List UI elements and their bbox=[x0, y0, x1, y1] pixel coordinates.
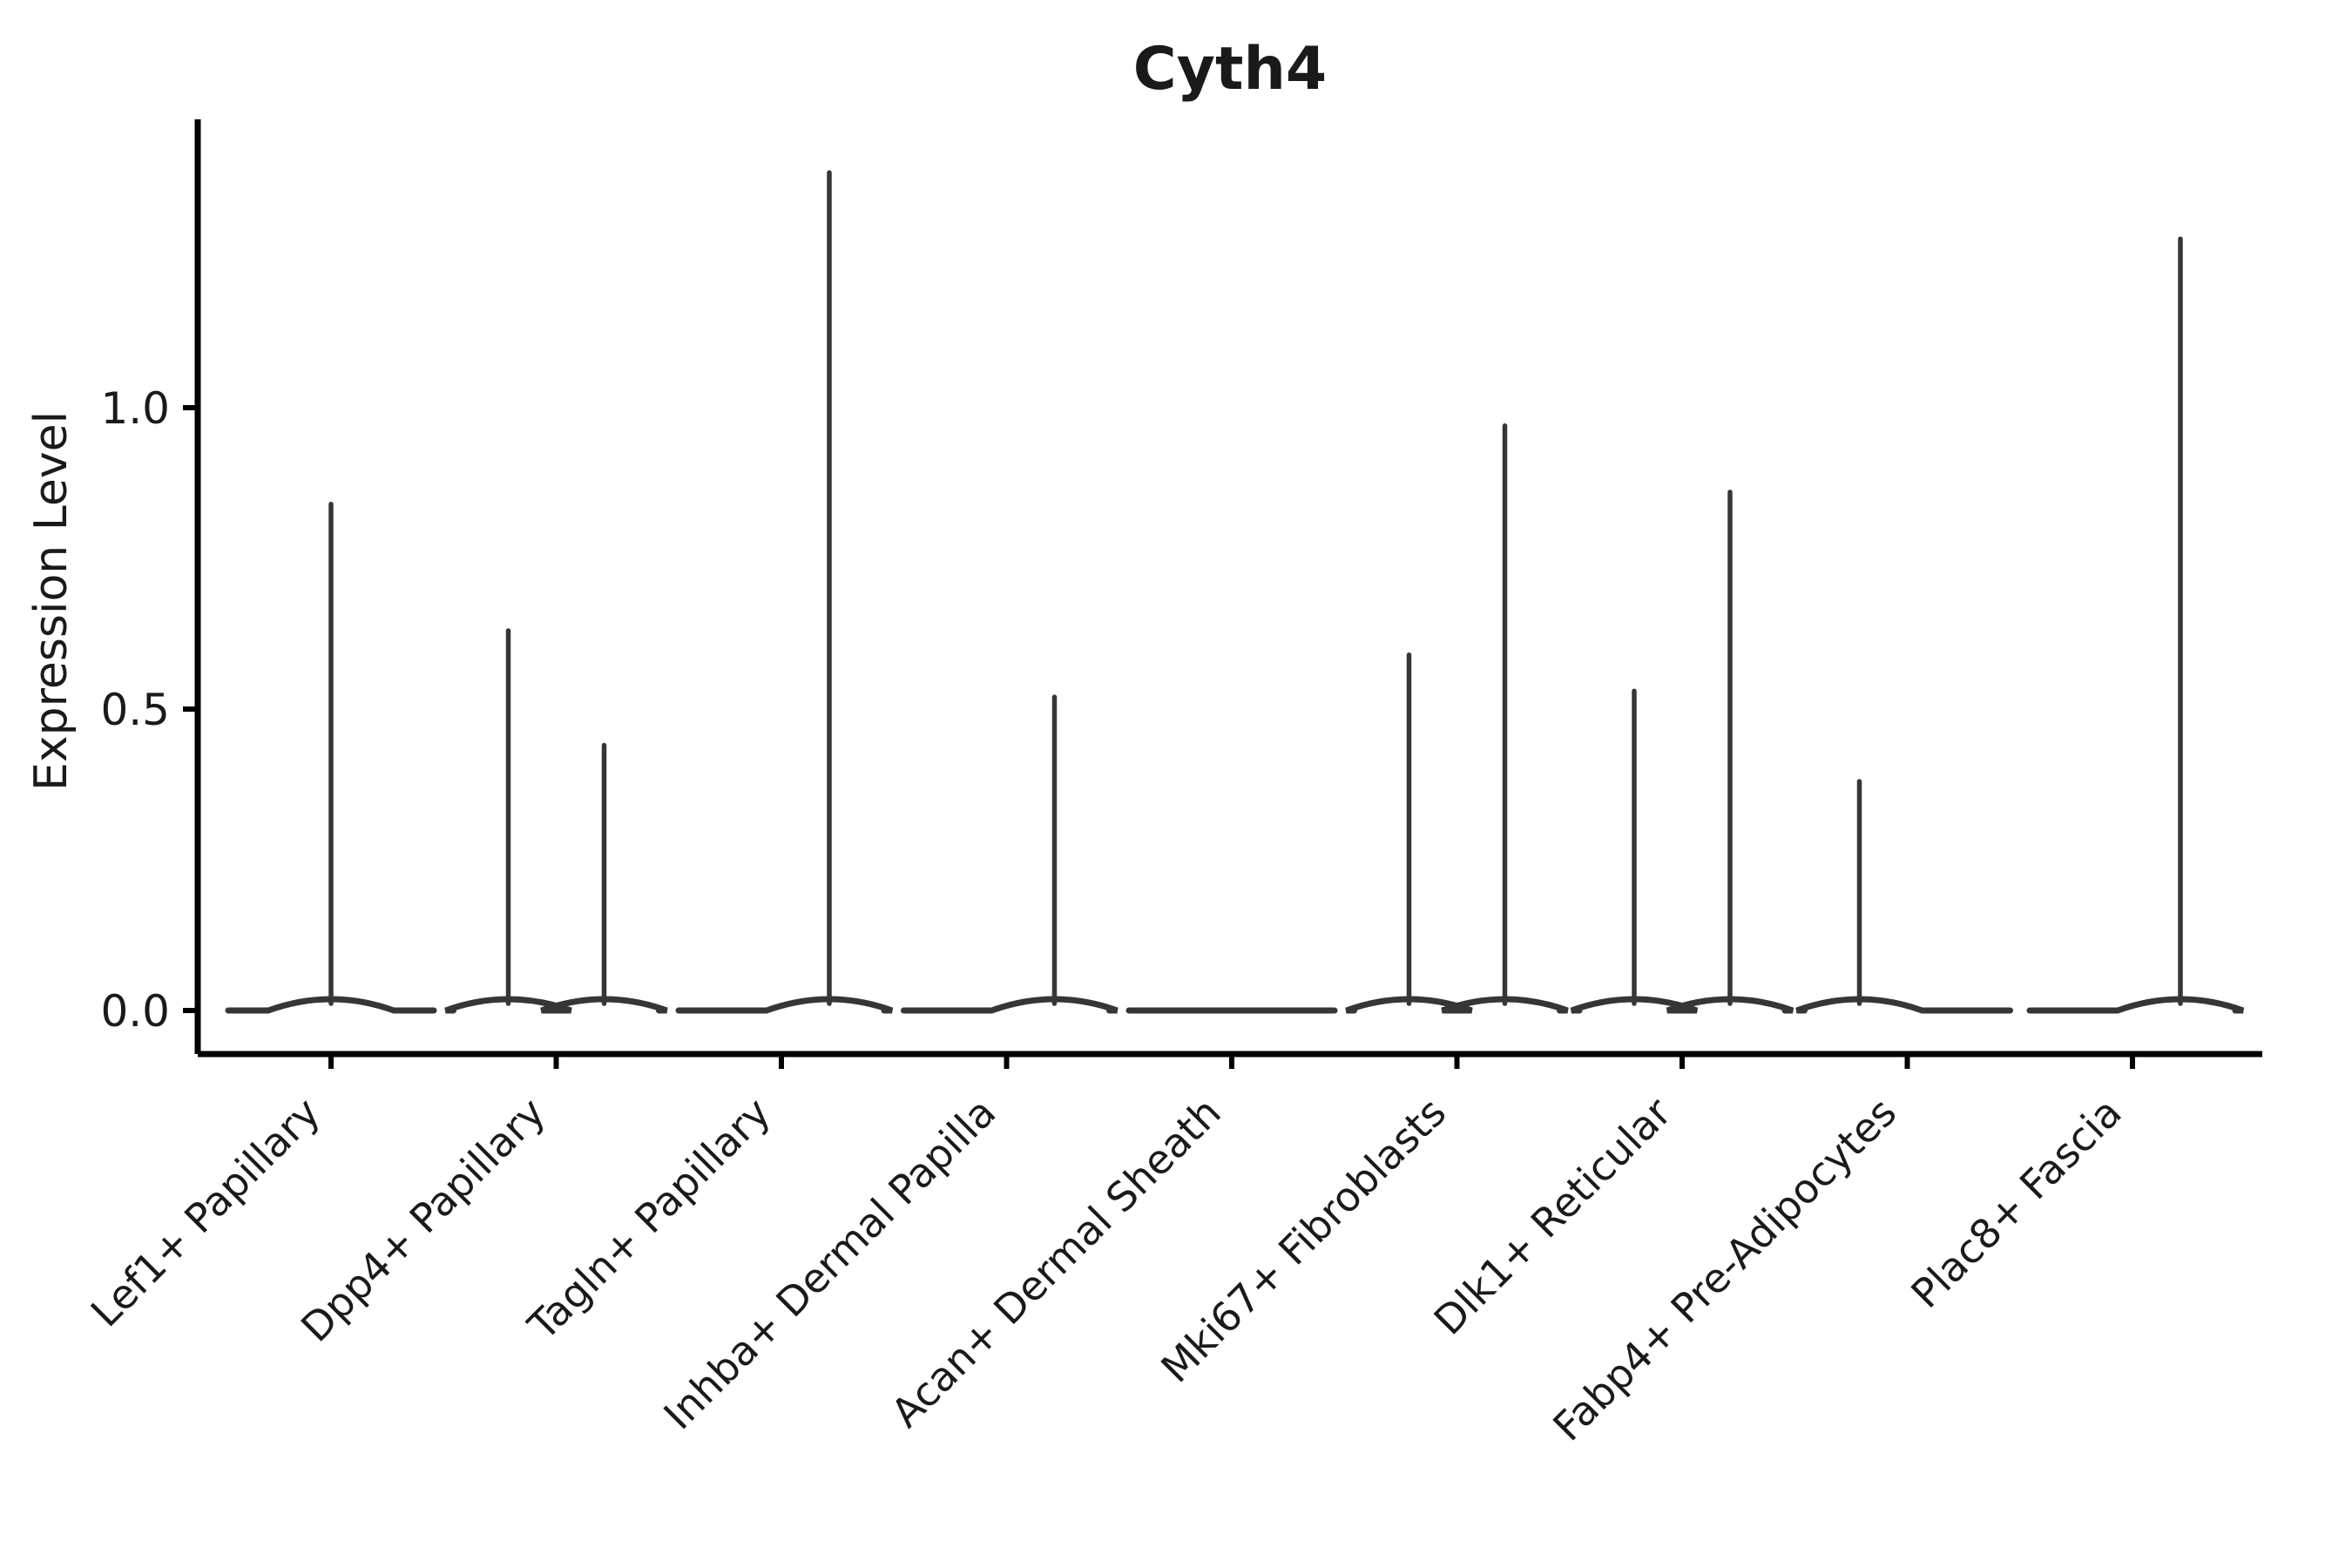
violin-base bbox=[2026, 996, 2245, 1014]
y-tick-label: 1.0 bbox=[100, 383, 170, 434]
violin-base bbox=[1570, 996, 1794, 1014]
x-tick-label: Dpp4+ Papillary bbox=[292, 1089, 554, 1351]
y-tick-label: 0.0 bbox=[100, 986, 170, 1037]
chart-title: Cyth4 bbox=[1133, 35, 1327, 104]
y-axis: 0.0 0.5 1.0 bbox=[100, 383, 198, 1037]
violin-base bbox=[1345, 996, 1569, 1014]
x-tick-label: Plac8+ Fascia bbox=[1902, 1089, 2130, 1317]
violin-base bbox=[1795, 996, 2013, 1014]
x-tick-label: Lef1+ Papillary bbox=[82, 1089, 329, 1336]
violin-base bbox=[901, 996, 1119, 1014]
y-axis-title: Expression Level bbox=[25, 411, 78, 791]
x-tick-label: Dlk1+ Reticular bbox=[1425, 1089, 1680, 1344]
violin-base bbox=[444, 996, 668, 1014]
violins bbox=[225, 170, 2245, 1014]
x-tick-label: Tagln+ Papillary bbox=[518, 1089, 780, 1350]
y-tick-label: 0.5 bbox=[100, 685, 170, 735]
violin-base bbox=[675, 996, 894, 1014]
